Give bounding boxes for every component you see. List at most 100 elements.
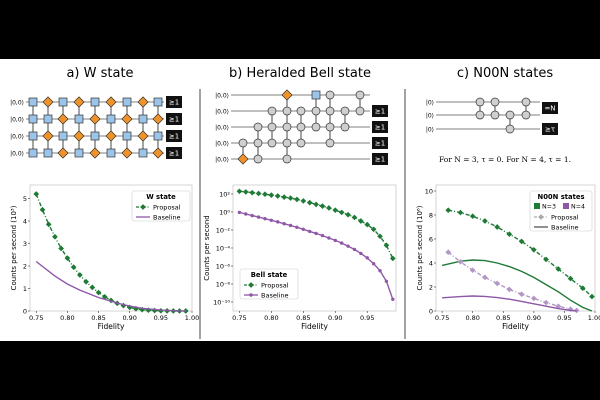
legend-marker [140,204,146,210]
data-point [543,299,549,306]
phase-diamond [152,113,164,125]
data-point [457,209,464,216]
data-point [276,220,280,224]
data-point [531,295,537,302]
data-point [282,222,286,226]
phase-diamond [42,130,54,142]
y-tick-label: 6 [429,235,433,243]
noon-caption: For N = 3, τ = 0. For N = 4, τ = 1. [439,155,571,164]
beam-splitter-circle [311,122,321,132]
y-tick-label: 2 [429,283,433,291]
phase-diamond [137,96,149,108]
detector-label: ≥1 [375,108,385,116]
y-tick-label: 5 [23,195,27,203]
detector [166,130,182,142]
circuit-w-state: |0,0⟩ |0,0⟩ |0,0⟩ |0,0⟩ ≥1 ≥1 ≥1 ≥1 [10,96,182,159]
legend-marker [248,282,254,288]
y-tick-label: 10⁻⁴ [216,244,231,252]
phase-diamond [42,96,54,108]
detector [166,96,182,108]
data-point [469,267,476,274]
x-tick-label: 0.80 [60,314,74,322]
phase-diamond [89,113,101,125]
data-point [256,215,261,219]
phase-diamond [121,147,133,159]
x-tick-label: 0.75 [29,314,43,322]
beam-splitter-circle [355,90,365,100]
detector [372,121,388,133]
detector [166,113,182,125]
register-label: |0⟩ [426,127,434,134]
detector [542,102,558,114]
data-point [320,233,325,238]
data-point [236,188,243,195]
data-point [333,238,337,243]
data-point [364,221,371,228]
beam-splitter-square [74,114,84,124]
register-label: |0,0⟩ [10,117,24,124]
y-tick-label: 0 [23,307,27,315]
circuit-noon-state: |0⟩ |0⟩ |0⟩ =N ≥τ [426,97,558,135]
y-tick-label: 2 [23,262,27,270]
data-point [506,286,513,293]
data-point [244,212,248,216]
beam-splitter-circle [521,110,531,120]
data-point [389,255,396,262]
x-tick-label: 1.00 [588,314,600,322]
y-tick-label: 10⁻² [216,226,231,234]
data-point [327,236,331,240]
data-point [589,293,595,300]
x-tick-label: 0.85 [296,314,310,322]
data-point [262,191,268,198]
x-tick-label: 0.75 [232,314,246,322]
beam-splitter-square [43,114,53,124]
data-point [301,227,306,231]
data-point [288,223,293,228]
data-point [242,189,249,195]
data-point [295,225,299,229]
phase-diamond [57,147,69,159]
data-point [250,213,254,218]
phase-diamond [137,130,149,142]
beam-splitter-circle [253,138,263,148]
beam-splitter-circle [340,106,350,116]
data-point [346,244,350,248]
data-point [268,192,275,198]
figure-canvas: a) W state b) Heralded Bell state c) N00… [0,59,600,341]
legend-label: Baseline [551,223,579,231]
series-line [441,259,593,312]
phase-diamond [152,147,164,159]
beam-splitter-circle [355,106,365,116]
data-point [308,229,312,234]
register-label: |0,0⟩ [215,125,229,132]
data-point [378,269,382,273]
legend-swatch [563,203,569,209]
x-tick-label: 0.95 [154,314,168,322]
beam-splitter-circle [340,122,350,132]
phase-diamond [105,130,117,142]
data-point [95,289,102,296]
legend-marker [249,293,253,297]
x-tick-label: 0.85 [91,314,105,322]
detector [542,123,558,135]
data-point [531,246,537,253]
phase-diamond [89,147,101,159]
data-point [351,214,358,221]
legend-label: Baseline [153,213,181,221]
data-point [345,211,351,218]
data-point [567,275,574,282]
x-tick-label: 0.90 [527,314,541,322]
series-line [447,251,577,312]
series-line [35,260,186,312]
y-tick-label: 10⁰ [219,208,230,216]
circuit-bell-state: |0,0⟩ |0,0⟩ |0,0⟩ |0,0⟩ |0,0⟩ ≥1 ≥1 ≥1 ≥1 [215,89,388,165]
x-tick-label: 0.90 [122,314,136,322]
beam-splitter-square [138,148,148,158]
data-point [313,201,319,208]
x-tick-label: 0.85 [496,314,510,322]
beam-splitter-circle [267,138,277,148]
x-tick-label: 1.00 [185,314,199,322]
data-point [494,224,500,230]
beam-splitter-circle [267,122,277,132]
y-tick-label: 0 [429,307,433,315]
